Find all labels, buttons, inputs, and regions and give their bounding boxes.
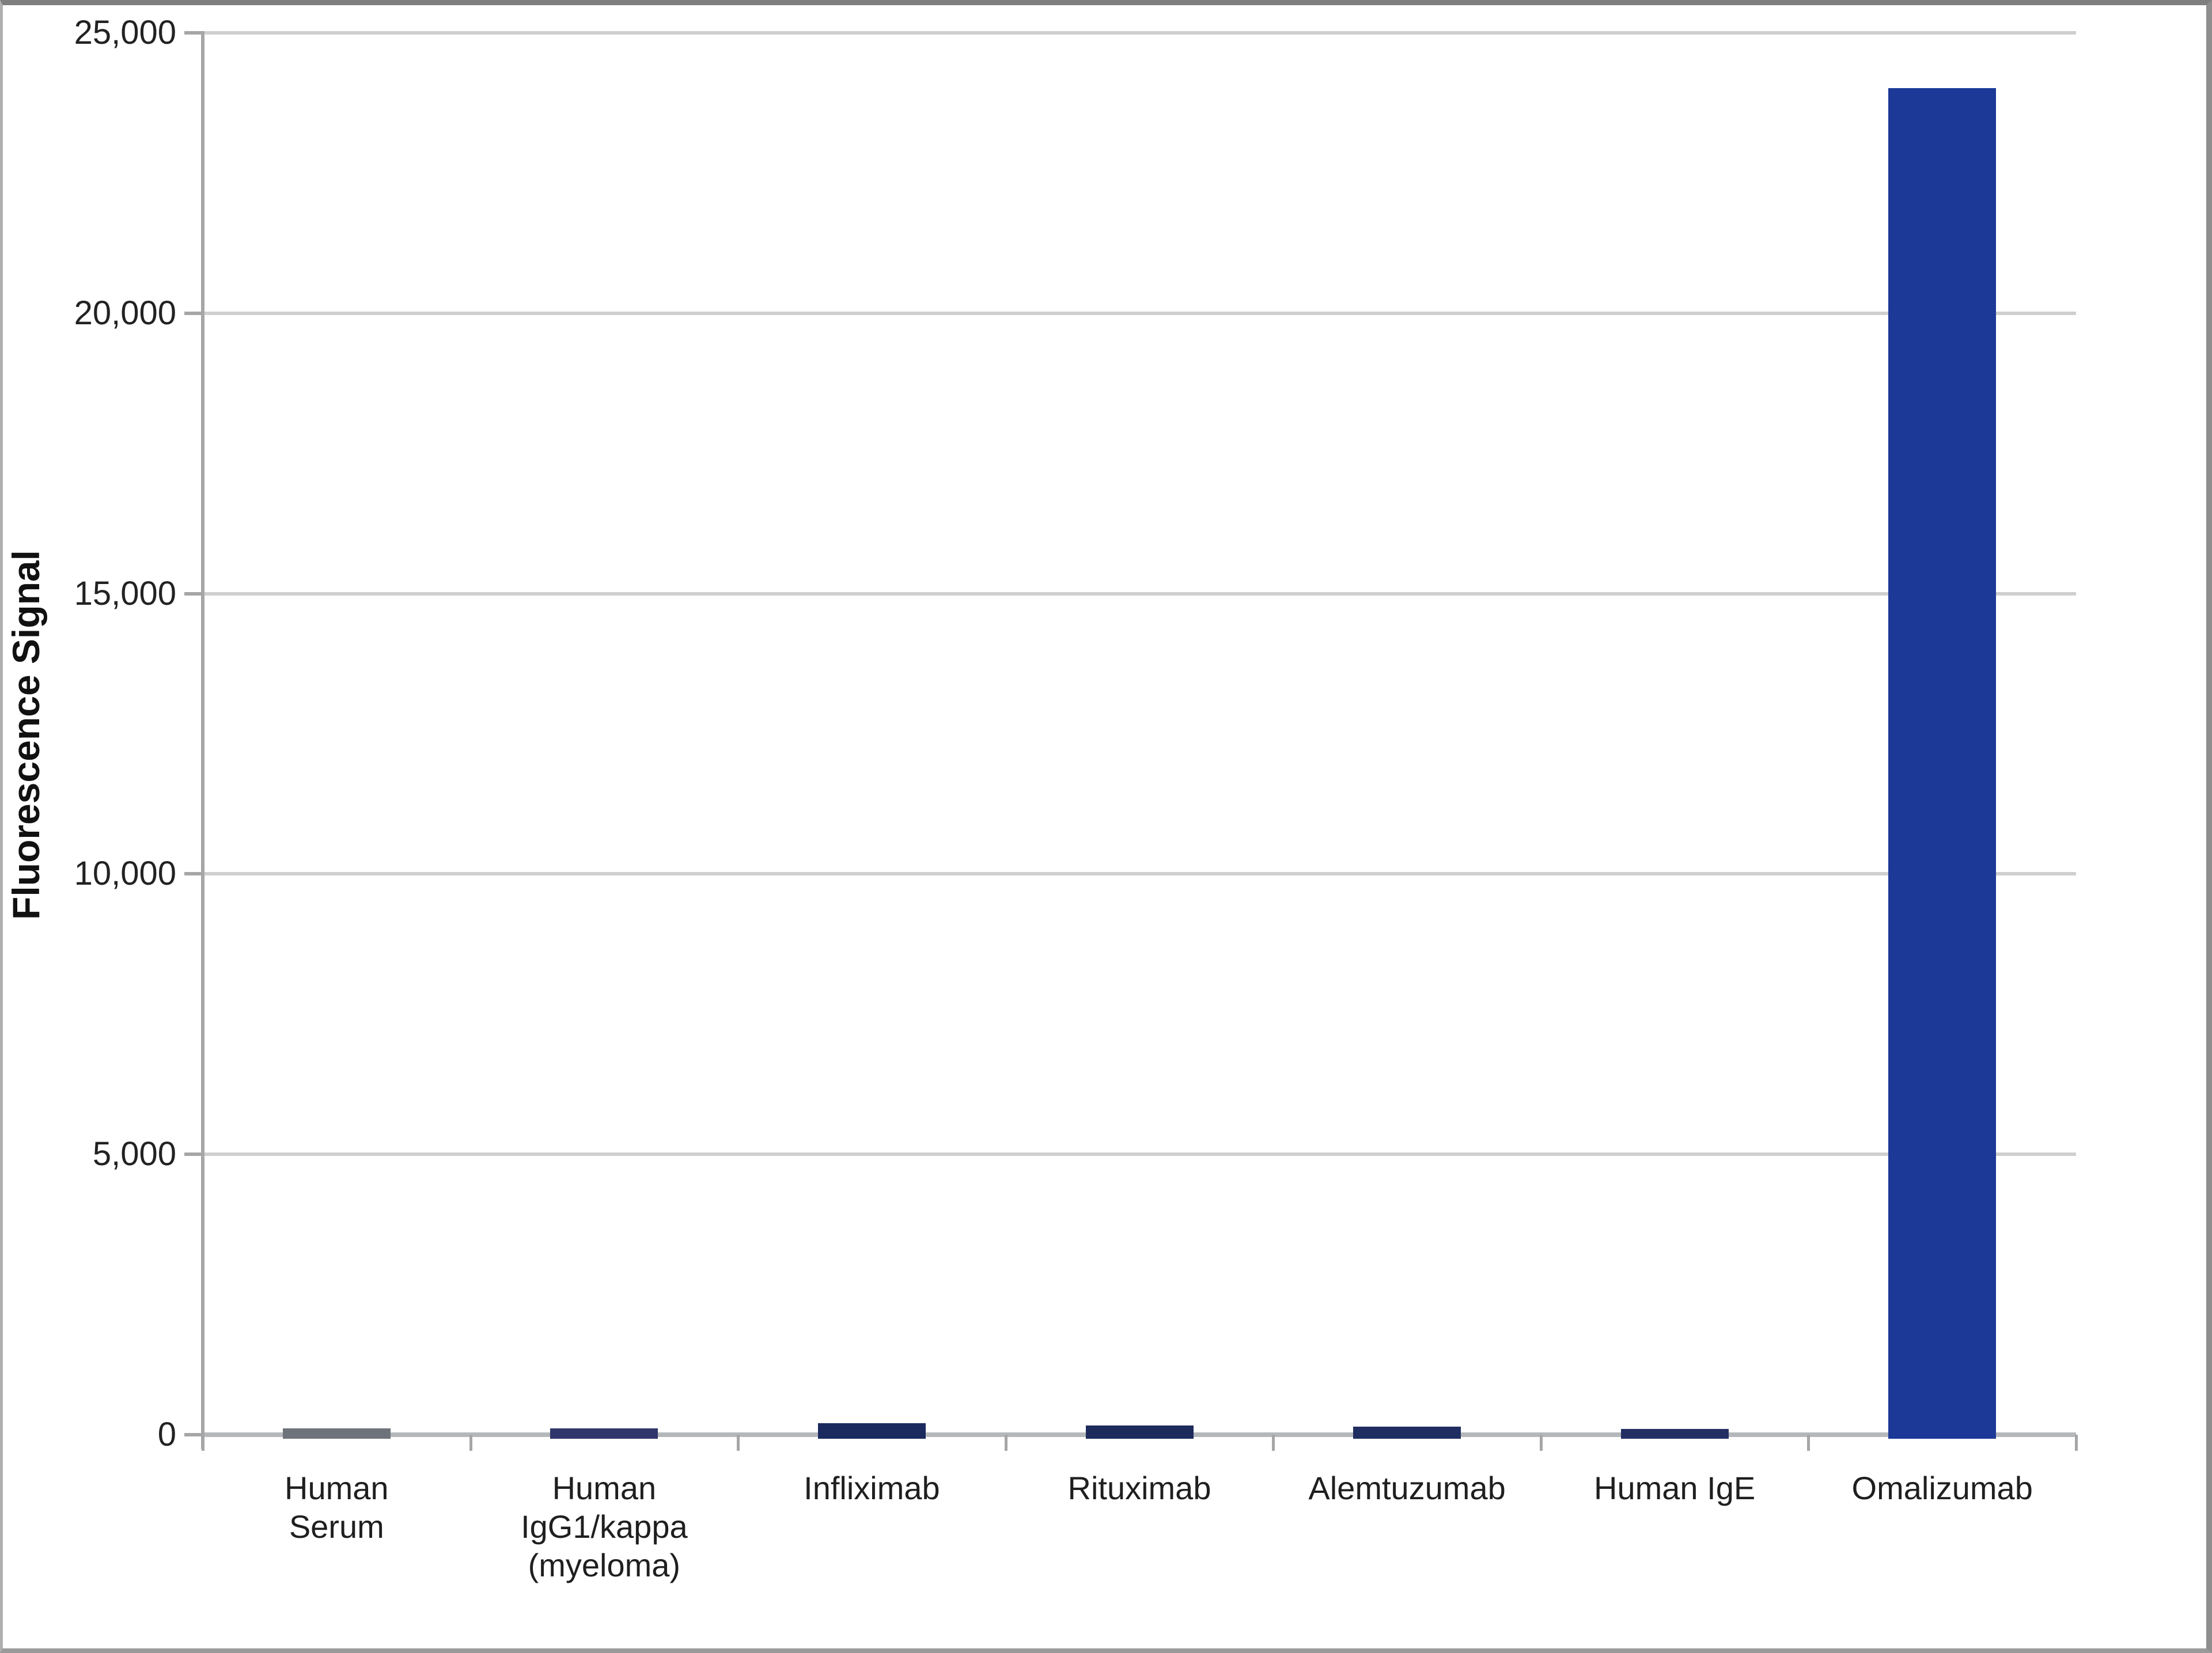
y-tick-10000	[184, 872, 203, 876]
gridline-15000	[203, 592, 2076, 596]
bar-infliximab	[817, 1423, 926, 1439]
x-tick-2	[737, 1435, 740, 1451]
category-label-human-igg1-kappa-myeloma: Human IgG1/kappa (myeloma)	[521, 1470, 688, 1583]
category-label-human-serum: Human Serum	[285, 1470, 389, 1545]
category-label-infliximab: Infliximab	[804, 1470, 940, 1506]
y-tick-0	[184, 1433, 203, 1436]
bar-alemtuzumab	[1353, 1427, 1461, 1439]
y-axis-line-vertical	[201, 31, 204, 1449]
x-tick-0	[202, 1435, 204, 1451]
bar-human-serum	[282, 1428, 391, 1439]
gridline-20000	[203, 311, 2076, 315]
y-tick-label-15000: 15,000	[74, 574, 176, 612]
y-tick-label-25000: 25,000	[74, 14, 176, 51]
y-tick-25000	[184, 31, 203, 35]
bar-omalizumab	[1888, 88, 1997, 1439]
category-label-omalizumab: Omalizumab	[1851, 1470, 2033, 1506]
y-tick-label-10000: 10,000	[74, 855, 176, 893]
bar-human-igg1-kappa-myeloma	[550, 1428, 658, 1439]
bar-rituximab	[1085, 1425, 1194, 1439]
x-tick-4	[1272, 1435, 1275, 1451]
y-tick-label-20000: 20,000	[74, 294, 176, 332]
x-tick-6	[1807, 1435, 1810, 1451]
x-tick-7	[2075, 1435, 2078, 1451]
y-tick-20000	[184, 311, 203, 315]
x-tick-3	[1004, 1435, 1007, 1451]
bar-human-ige	[1620, 1429, 1729, 1439]
x-tick-1	[469, 1435, 472, 1451]
category-label-rituximab: Rituximab	[1067, 1470, 1211, 1506]
category-label-alemtuzumab: Alemtuzumab	[1308, 1470, 1506, 1506]
y-tick-5000	[184, 1152, 203, 1157]
gridline-5000	[203, 1152, 2076, 1157]
y-tick-label-0: 0	[157, 1416, 176, 1453]
category-label-human-ige: Human IgE	[1594, 1470, 1756, 1506]
x-tick-5	[1539, 1435, 1543, 1451]
y-axis-title: Fluorescence Signal	[5, 550, 47, 920]
gridline-10000	[203, 872, 2076, 876]
y-tick-label-5000: 5,000	[92, 1135, 176, 1173]
y-tick-15000	[184, 592, 203, 596]
gridline-25000	[203, 31, 2076, 35]
